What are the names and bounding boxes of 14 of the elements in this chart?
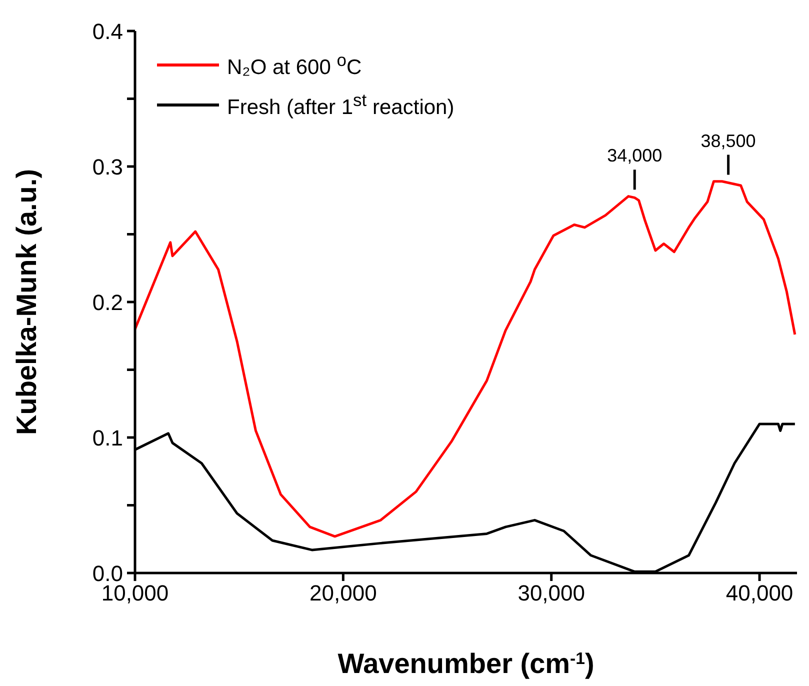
annotation: 38,500: [700, 130, 756, 151]
line-series: [135, 180, 796, 538]
y-tick-label: 0.4: [92, 18, 123, 44]
x-tick-label: 40,000: [726, 580, 794, 606]
y-axis-title: Kubelka-Munk (a.u.): [11, 168, 42, 436]
legend-label: Fresh (after 1$^{st}$ reaction): [227, 90, 454, 120]
x-tick-label: 30,000: [518, 580, 585, 606]
y-tick-label: 0.1: [92, 425, 123, 450]
x-tick-label: 20,000: [310, 580, 377, 606]
x-axis-title: Wavenumber (cm$^{-1}$): [338, 648, 594, 679]
annotation: 34,000: [607, 146, 662, 166]
y-tick-label: 0.2: [92, 290, 123, 315]
y-tick-label: 0.3: [92, 154, 123, 180]
legend-label: N₂O at 600 $^{o}$C: [227, 50, 362, 80]
